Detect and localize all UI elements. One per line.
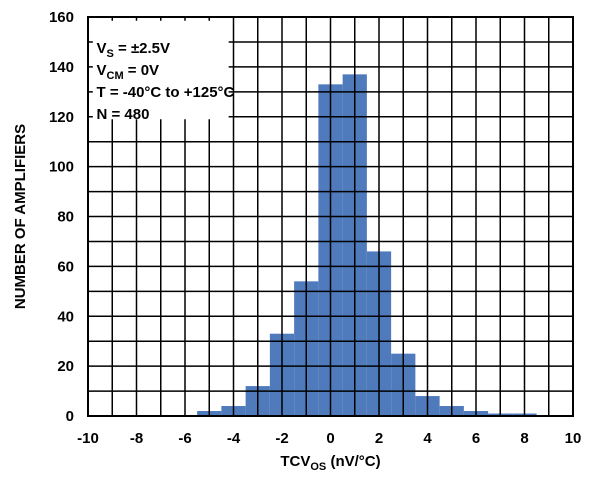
y-tick-label: 20 [57,358,74,375]
y-tick-labels: 0 20 40 60 80 100 120 140 160 [49,9,74,425]
annotation-line: VCM = 0V [96,62,159,82]
x-tick-label: 10 [565,430,582,447]
x-axis-title-unit: (nV/°C) [326,453,380,470]
annotation-background [92,20,229,120]
y-tick-label: 60 [57,258,74,275]
y-tick-label: 80 [57,209,74,226]
y-tick-label: 40 [57,308,74,325]
annotation-text: V [96,40,106,57]
annotation-text: N = 480 [96,106,149,123]
annotation-line: VS = ±2.5V [96,40,170,60]
x-tick-label: 2 [375,430,383,447]
x-tick-label: -4 [227,430,241,447]
bars-group [197,74,537,417]
x-axis-title: TCVOS (nV/°C) [280,453,380,473]
y-tick-label: 0 [66,408,74,425]
x-tick-label: -10 [77,430,99,447]
x-tick-label: 6 [472,430,480,447]
annotation-text: V [96,62,106,79]
annotation-text: = 0V [124,62,159,79]
annotation-line: T = -40°C to +125°C [96,84,234,101]
y-tick-label: 160 [49,9,74,26]
y-tick-label: 140 [49,59,74,76]
x-axis-title-subscript: OS [310,461,326,473]
annotation-subscript: CM [107,70,124,82]
x-tick-label: -8 [130,430,143,447]
x-tick-label: 8 [520,430,528,447]
x-tick-labels: -10 -8 -6 -4 -2 0 2 4 6 8 10 [77,430,581,447]
plot-frame [87,16,574,417]
annotation-subscript: S [107,48,114,60]
y-axis-title: NUMBER OF AMPLIFIERS [12,124,29,309]
annotation-text: T = -40°C to +125°C [96,84,234,101]
y-tick-label: 120 [49,109,74,126]
annotation-line: N = 480 [96,106,149,123]
x-tick-label: -2 [275,430,288,447]
x-axis-title-main: TCV [280,453,310,470]
x-tick-label: 4 [423,430,432,447]
x-tick-label: -6 [178,430,191,447]
y-tick-label: 100 [49,159,74,176]
annotation-text: = ±2.5V [114,40,170,57]
x-tick-label: 0 [326,430,334,447]
